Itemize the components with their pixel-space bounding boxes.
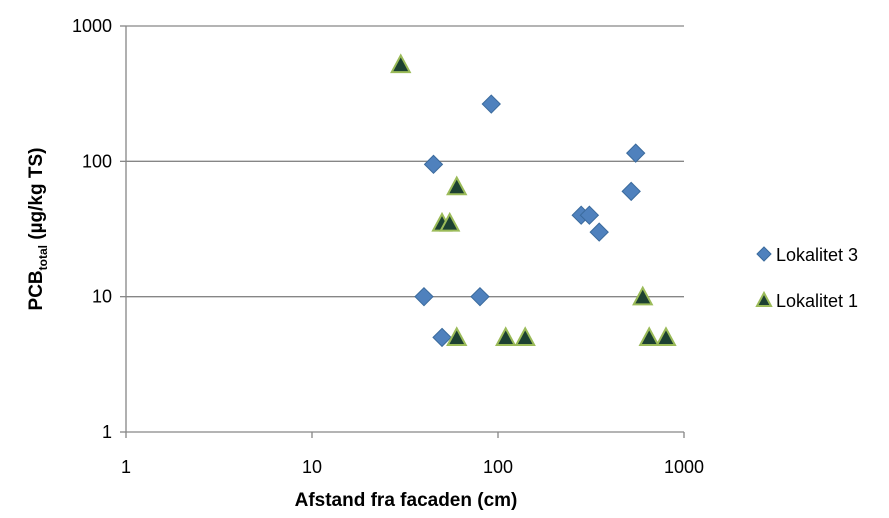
data-point-diamond: [589, 222, 609, 242]
legend-label-lokalitet-3: Lokalitet 3: [776, 245, 858, 265]
data-point-triangle: [446, 326, 468, 347]
data-point-diamond: [432, 327, 452, 348]
y-axis-title: PCBtotal (µg/kg TS): [26, 148, 50, 311]
legend: Lokalitet 3 Lokalitet 1: [755, 245, 858, 311]
axes: [120, 25, 685, 438]
data-point-triangle: [390, 53, 412, 74]
data-point-diamond: [414, 286, 434, 307]
data-point-triangle: [638, 326, 660, 347]
legend-label-lokalitet-1: Lokalitet 1: [776, 291, 858, 311]
x-tick-label: 1: [121, 457, 131, 477]
data-point-triangle: [495, 326, 517, 347]
data-point-diamond: [626, 143, 646, 163]
legend-item-lokalitet-3: Lokalitet 3: [756, 245, 858, 265]
x-tick-label: 100: [483, 457, 513, 477]
data-point-triangle: [632, 285, 654, 306]
data-point-diamond: [423, 154, 444, 175]
tick-labels: 1 10 100 1000 1 10 100 1000: [72, 16, 704, 477]
x-tick-label: 10: [302, 457, 322, 477]
y-tick-label: 1: [102, 422, 112, 442]
y-tick-label: 10: [92, 287, 112, 307]
y-tick-label: 1000: [72, 16, 112, 36]
legend-marker-triangle: [755, 290, 773, 307]
data-point-diamond: [481, 94, 501, 114]
data-point-triangle: [514, 326, 536, 347]
y-axis-title-main: PCB: [26, 270, 47, 310]
legend-marker-diamond: [756, 246, 772, 262]
x-tick-label: 1000: [664, 457, 704, 477]
data-point-triangle: [446, 175, 468, 196]
y-axis-title-rest: (µg/kg TS): [26, 148, 47, 246]
data-point-diamond: [621, 181, 641, 202]
y-tick-label: 100: [82, 151, 112, 171]
legend-item-lokalitet-1: Lokalitet 1: [755, 290, 858, 311]
data-point-diamond: [470, 286, 490, 307]
data-point-triangle: [439, 211, 461, 232]
series-lokalitet-1: [390, 53, 677, 347]
series-lokalitet-3: [414, 94, 646, 348]
data-point-triangle: [655, 326, 677, 347]
x-axis-title: Afstand fra facaden (cm): [295, 490, 518, 511]
y-axis-title-subscript: total: [36, 245, 50, 270]
data-points: [390, 53, 677, 348]
gridlines: [126, 25, 684, 298]
data-point-diamond: [579, 205, 600, 225]
